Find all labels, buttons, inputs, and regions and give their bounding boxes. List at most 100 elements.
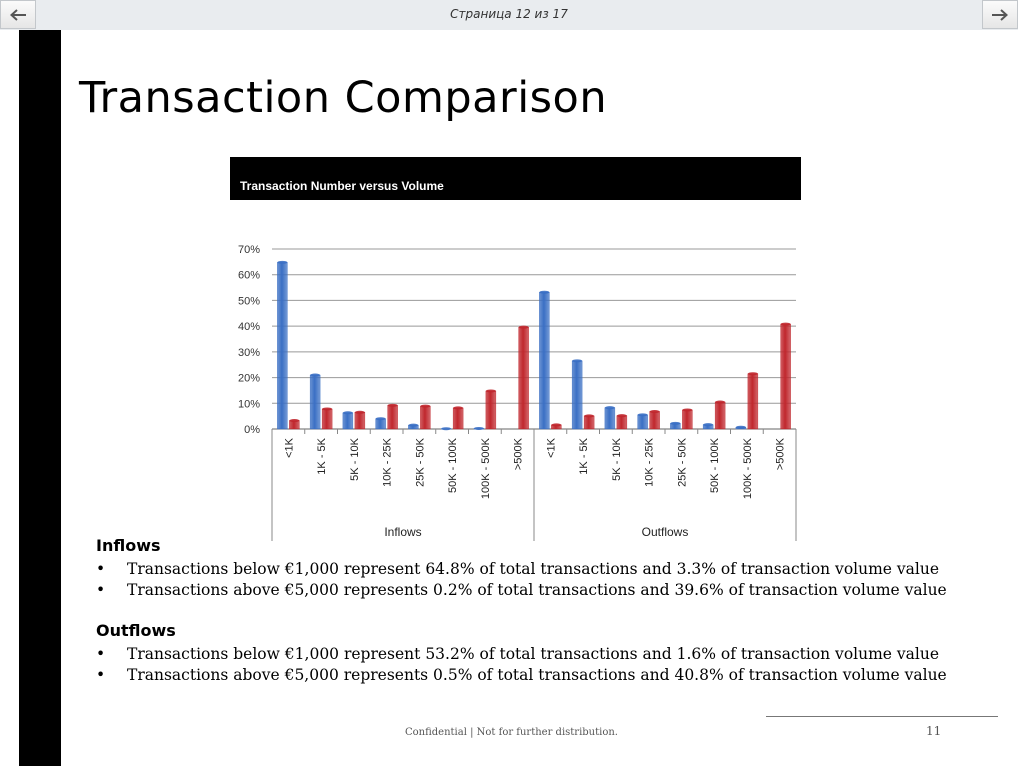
bar-cap xyxy=(584,414,595,418)
bar-cap xyxy=(715,400,726,404)
bar-volume xyxy=(321,408,333,430)
bar-cap xyxy=(604,406,615,410)
bar-volume xyxy=(747,373,759,430)
y-tick-label: 40% xyxy=(238,321,260,333)
y-tick-label: 30% xyxy=(238,347,260,359)
category-label: >500K xyxy=(513,437,525,470)
group-label: Outflows xyxy=(642,525,689,539)
slide-page-number: 11 xyxy=(926,724,942,738)
bullet-dot: • xyxy=(96,560,106,578)
bar-cap xyxy=(670,421,681,425)
bullet-text: Transactions below €1,000 represent 64.8… xyxy=(127,560,939,578)
y-tick-label: 10% xyxy=(238,398,260,410)
bar-volume xyxy=(452,407,464,430)
category-label: 10K - 25K xyxy=(644,437,656,487)
inflows-bullet-2: • Transactions above €5,000 represents 0.… xyxy=(96,581,947,599)
bullet-dot: • xyxy=(96,581,106,599)
y-tick-label: 70% xyxy=(238,244,260,256)
bar-volume xyxy=(387,405,398,430)
arrow-left-icon xyxy=(10,8,26,21)
bar-volume xyxy=(714,401,726,430)
bar-count xyxy=(604,407,616,430)
category-label: 25K - 50K xyxy=(414,437,426,487)
bar-cap xyxy=(289,419,300,423)
inflows-heading: Inflows xyxy=(96,536,161,555)
chart-title: Transaction Number versus Volume xyxy=(240,179,444,193)
bar-cap xyxy=(747,372,758,376)
bar-volume xyxy=(420,405,431,430)
bullet-dot: • xyxy=(96,645,106,663)
category-label: <1K xyxy=(283,437,295,458)
bar-count xyxy=(342,412,354,430)
bar-cap xyxy=(539,290,550,294)
bar-cap xyxy=(485,389,496,393)
outflows-bullet-1: • Transactions below €1,000 represent 53.… xyxy=(96,645,939,663)
category-label: 50K - 100K xyxy=(447,437,459,493)
bar-cap xyxy=(453,406,464,410)
outflows-heading: Outflows xyxy=(96,621,176,640)
bar-cap xyxy=(637,413,648,417)
bar-cap xyxy=(420,404,431,408)
bar-cap xyxy=(310,373,321,377)
bar-cap xyxy=(572,359,583,363)
category-label: 25K - 50K xyxy=(676,437,688,487)
bar-cap xyxy=(375,417,386,421)
y-tick-label: 20% xyxy=(238,373,260,385)
bar-volume xyxy=(649,411,660,430)
previous-page-button[interactable] xyxy=(0,0,36,29)
bar-cap xyxy=(277,260,288,264)
category-label: 100K - 500K xyxy=(742,437,754,499)
footer-divider xyxy=(766,716,998,717)
bar-cap xyxy=(703,423,714,427)
bar-volume xyxy=(485,390,497,430)
chart-plot: 0% 10% 20% 30% 40% 50% 60% 70% <1K 1K - 5K 5K - 10… xyxy=(238,244,797,541)
bar-volume xyxy=(616,415,628,430)
y-tick-label: 0% xyxy=(244,424,260,436)
category-label: 1K - 5K xyxy=(578,437,590,474)
category-label: 5K - 10K xyxy=(349,437,361,480)
slide: Transaction Comparison Transaction Numbe… xyxy=(0,30,1018,766)
bar-cap xyxy=(616,414,627,418)
bar-cap xyxy=(441,427,452,431)
next-page-button[interactable] xyxy=(982,0,1018,29)
bar-volume xyxy=(354,412,366,430)
bar-volume xyxy=(518,326,529,430)
bar-volume xyxy=(780,323,791,430)
slide-title: Transaction Comparison xyxy=(79,73,608,123)
bullet-text: Transactions above €5,000 represents 0.5… xyxy=(127,666,947,684)
bar-cap xyxy=(354,410,365,414)
bar-count xyxy=(539,291,550,430)
category-label: 100K - 500K xyxy=(480,437,492,499)
bullet-text: Transactions above €5,000 represents 0.2… xyxy=(127,581,947,599)
y-tick-label: 50% xyxy=(238,295,260,307)
category-label: <1K xyxy=(545,437,557,458)
bar-cap xyxy=(387,403,398,407)
bar-cap xyxy=(408,423,419,427)
category-label: 1K - 5K xyxy=(316,437,328,474)
category-label: 5K - 10K xyxy=(611,437,623,480)
bar-cap xyxy=(682,408,693,412)
bullet-text: Transactions below €1,000 represent 53.2… xyxy=(127,645,939,663)
bar-count xyxy=(571,360,583,430)
page-counter: Страница 12 из 17 xyxy=(450,7,568,21)
bullet-dot: • xyxy=(96,666,106,684)
bar-cap xyxy=(518,325,529,329)
chart: Transaction Number versus Volume 0% 10% 20… xyxy=(230,157,801,549)
inflows-bullet-1: • Transactions below €1,000 represent 64.… xyxy=(96,560,939,578)
bar-cap xyxy=(551,423,562,427)
slide-left-bar xyxy=(19,30,61,766)
bar-count xyxy=(277,262,288,430)
bar-count xyxy=(637,414,648,430)
bar-cap xyxy=(735,425,746,429)
category-label: 50K - 100K xyxy=(709,437,721,493)
footer-confidential: Confidential | Not for further distribut… xyxy=(405,727,618,738)
bar-volume xyxy=(682,409,693,430)
category-label: >500K xyxy=(775,437,787,470)
bar-volume xyxy=(583,415,595,430)
y-tick-label: 60% xyxy=(238,270,260,282)
category-label: 10K - 25K xyxy=(382,437,394,487)
bar-cap xyxy=(342,411,353,415)
bar-cap xyxy=(780,322,791,326)
bar-cap xyxy=(473,426,484,430)
bar-count xyxy=(375,418,386,430)
